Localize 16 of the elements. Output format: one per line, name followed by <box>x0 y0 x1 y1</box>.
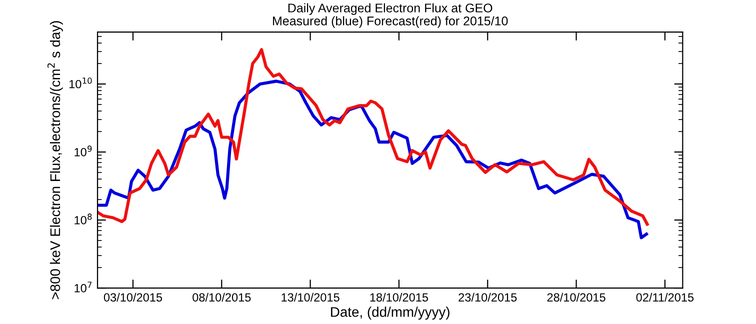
y-axis-title: >800 keV Electron Flux,electrons/(cm$^{2}$ s day) <box>47 21 63 300</box>
x-tick-label: 18/10/2015 <box>370 292 428 302</box>
y-tick-label: 10$^{8}$ <box>74 214 92 224</box>
x-axis-title: Date, (dd/mm/yyyy) <box>331 306 450 320</box>
x-tick-label: 08/10/2015 <box>192 292 251 302</box>
x-tick-label: 03/10/2015 <box>104 292 162 302</box>
x-tick-label: 02/11/2015 <box>636 292 694 302</box>
chart-title: Daily Averaged Electron Flux at GEO <box>288 3 492 15</box>
y-tick-label: 10$^{7}$ <box>74 282 92 292</box>
x-tick-label: 13/10/2015 <box>282 292 340 302</box>
line-series <box>98 48 649 226</box>
y-tick-label: 10$^{10}$ <box>69 78 92 88</box>
x-tick-label: 28/10/2015 <box>547 292 606 302</box>
x-tick-label: 23/10/2015 <box>458 292 517 302</box>
chart-subtitle: Measured (blue) Forecast(red) for 2015/10 <box>273 16 508 28</box>
y-tick-label: 10$^{9}$ <box>74 146 92 156</box>
